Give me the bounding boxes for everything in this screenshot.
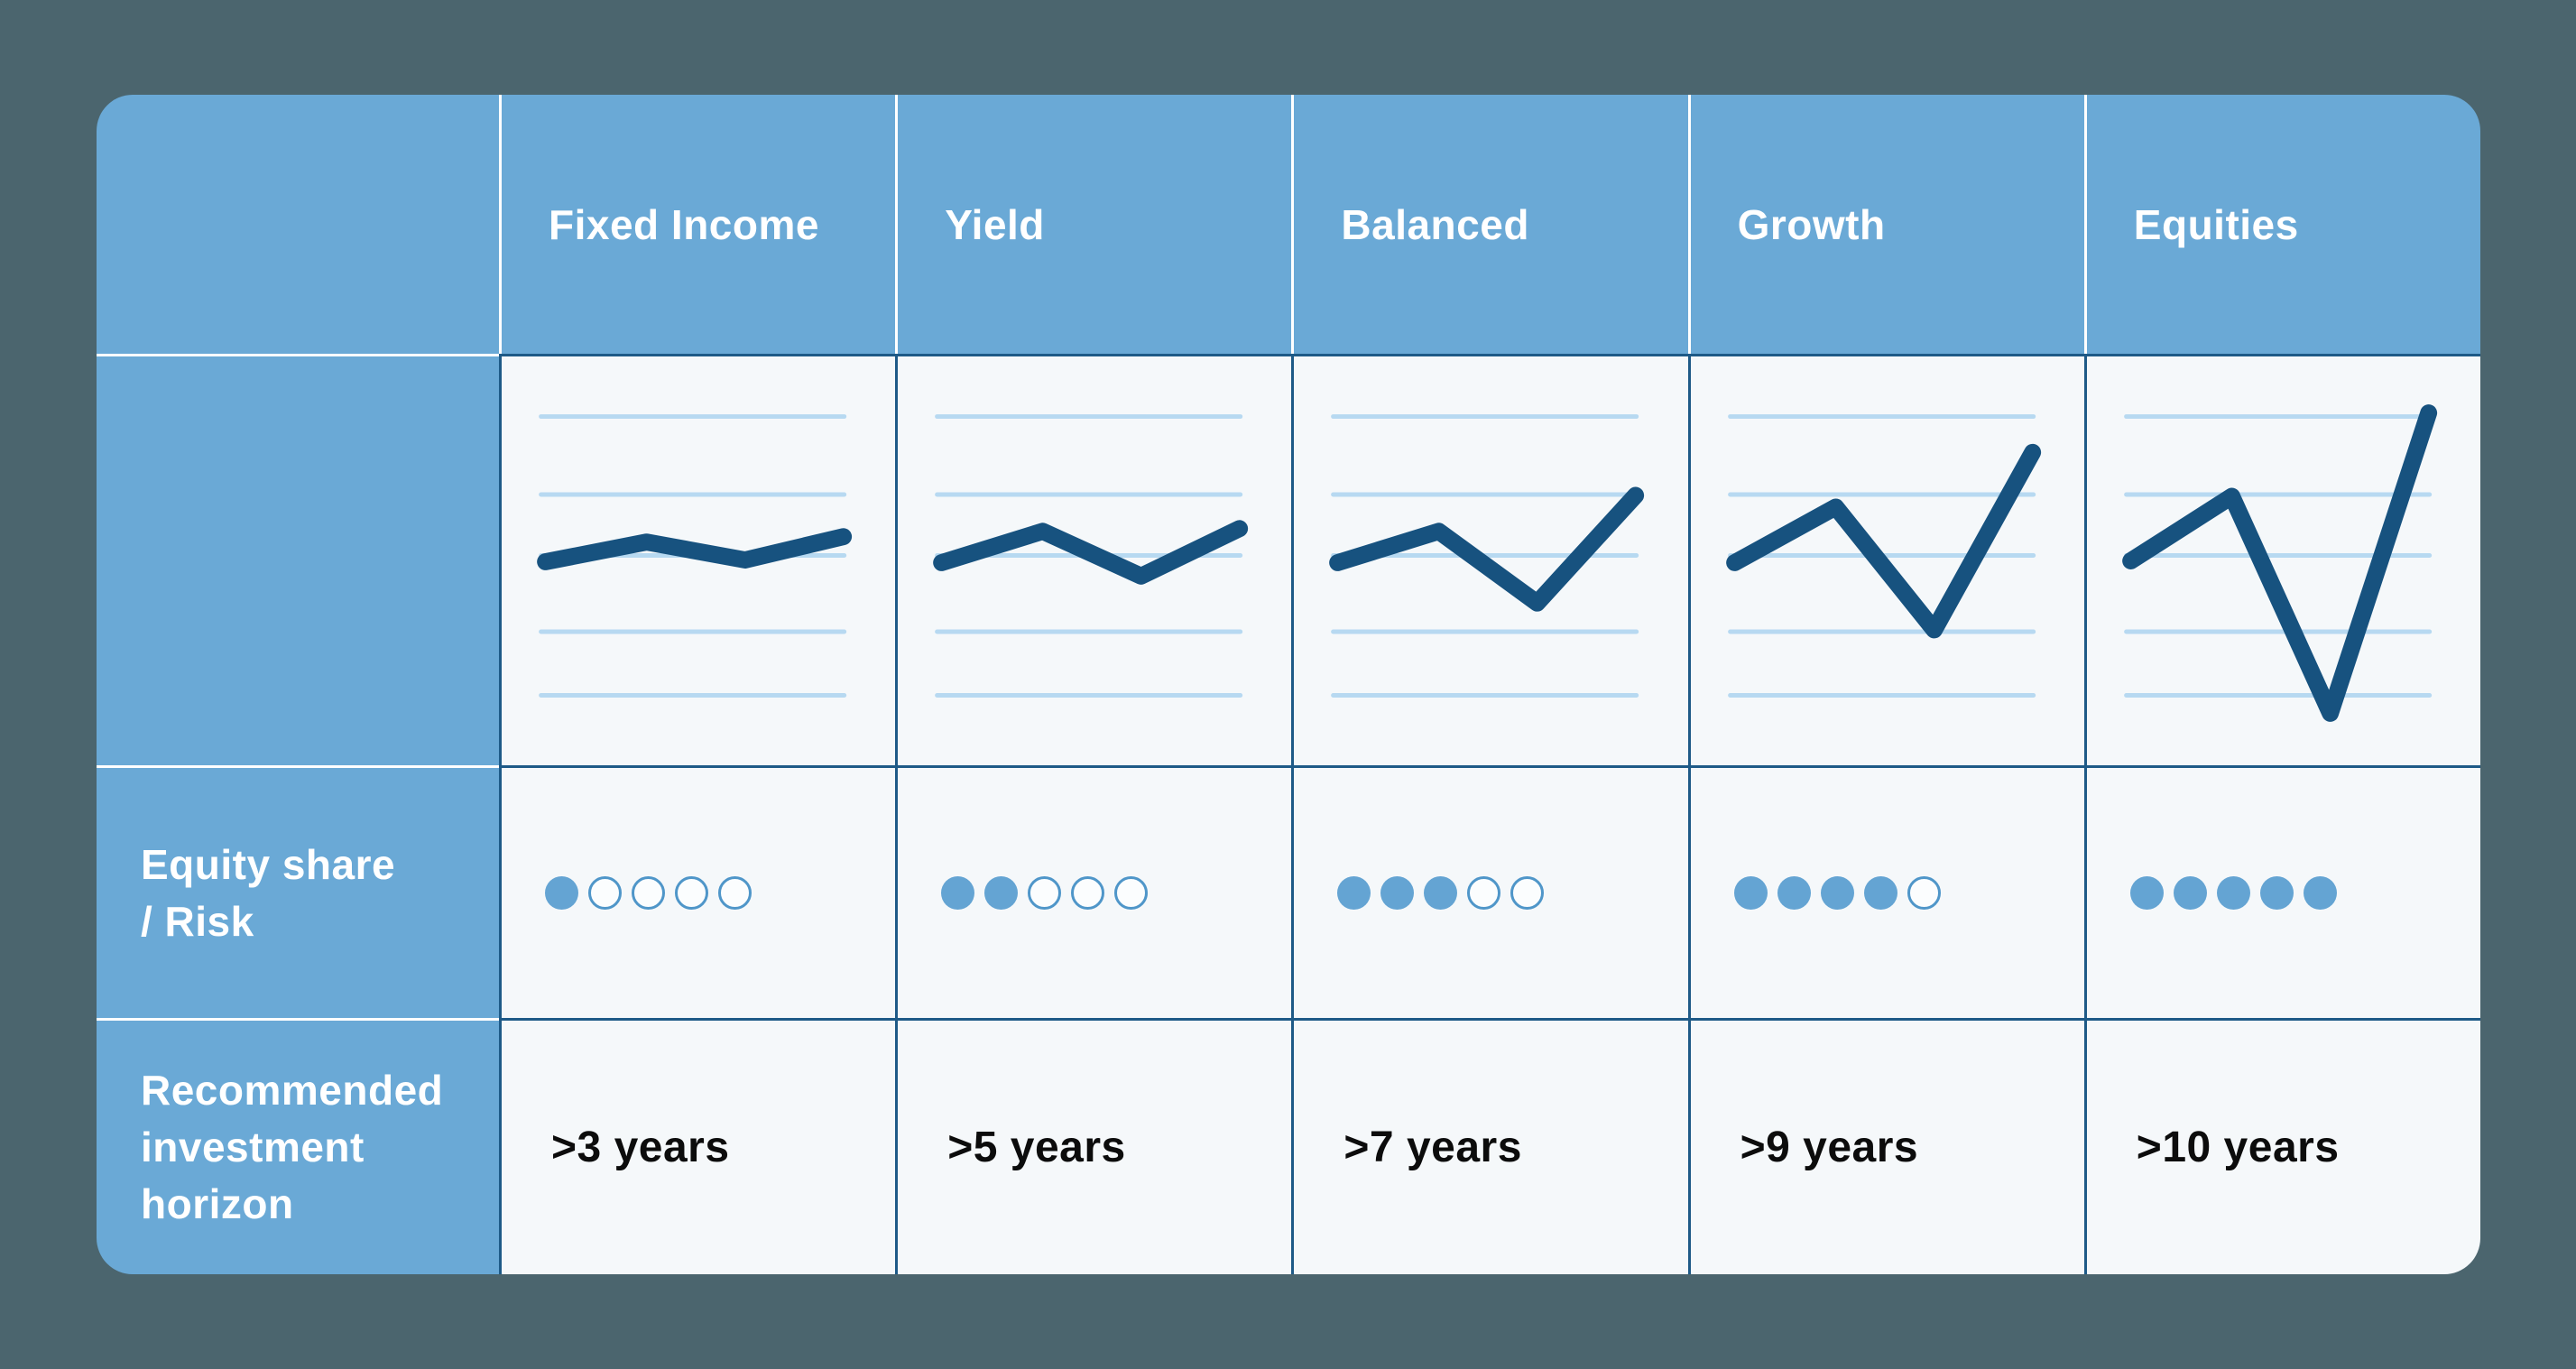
sparkline-svg — [1725, 414, 2041, 698]
sparkline-chart-balanced — [1291, 354, 1688, 765]
horizon-value-balanced: >7 years — [1291, 1018, 1688, 1274]
risk-dot-filled-icon — [2173, 876, 2207, 910]
risk-dots-equities — [2083, 765, 2480, 1018]
sparkline-path — [1725, 443, 2041, 639]
horizon-value-fixed-income: >3 years — [499, 1018, 896, 1274]
risk-dot-empty-icon — [1028, 876, 1062, 910]
header-empty-cell — [97, 95, 499, 354]
risk-dot-filled-icon — [2129, 876, 2164, 910]
comparison-table: Fixed Income Yield Balanced Growth Equit… — [97, 95, 2480, 1274]
row-label-equity-share-risk: Equity share / Risk — [97, 765, 499, 1018]
sparkline-svg — [1329, 414, 1645, 698]
column-header-growth: Growth — [1687, 95, 2084, 354]
horizon-value-yield: >5 years — [895, 1018, 1292, 1274]
column-header-fixed-income: Fixed Income — [499, 95, 896, 354]
horizon-value-equities: >10 years — [2083, 1018, 2480, 1274]
risk-dot-empty-icon — [632, 876, 665, 910]
risk-dot-empty-icon — [675, 876, 708, 910]
risk-dot-empty-icon — [1114, 876, 1149, 910]
row-label-line: investment — [141, 1124, 365, 1170]
risk-dot-filled-icon — [1424, 876, 1458, 910]
row-label-recommended-horizon: Recommended investment horizon — [97, 1018, 499, 1274]
row-label-line: horizon — [141, 1180, 294, 1227]
risk-dot-filled-icon — [984, 876, 1019, 910]
risk-dot-filled-icon — [2259, 876, 2294, 910]
risk-dot-filled-icon — [1863, 876, 1897, 910]
risk-dot-filled-icon — [1820, 876, 1854, 910]
risk-dot-filled-icon — [1777, 876, 1811, 910]
sparkline-chart-yield — [895, 354, 1292, 765]
horizon-value: >9 years — [1740, 1124, 1919, 1171]
horizon-value-growth: >9 years — [1687, 1018, 2084, 1274]
row-label-line: Recommended — [141, 1067, 444, 1114]
risk-dot-filled-icon — [2303, 876, 2337, 910]
risk-dots-balanced — [1291, 765, 1688, 1018]
sparkline-svg — [537, 414, 853, 698]
column-header-yield: Yield — [895, 95, 1292, 354]
sparkline-svg — [2121, 404, 2437, 722]
risk-dot-filled-icon — [2216, 876, 2250, 910]
risk-dot-filled-icon — [1733, 876, 1768, 910]
column-header-label: Growth — [1737, 200, 1886, 248]
risk-dot-filled-icon — [1380, 876, 1415, 910]
horizon-value: >7 years — [1343, 1124, 1522, 1171]
column-header-equities: Equities — [2083, 95, 2480, 354]
horizon-value: >10 years — [2136, 1124, 2340, 1171]
risk-dot-empty-icon — [1071, 876, 1105, 910]
column-header-label: Balanced — [1341, 200, 1529, 248]
risk-dot-filled-icon — [545, 876, 578, 910]
sparkline-path — [537, 528, 853, 570]
risk-dot-empty-icon — [588, 876, 622, 910]
risk-dots-growth — [1687, 765, 2084, 1018]
risk-dots-fixed-income — [499, 765, 896, 1018]
sparkline-path — [1329, 486, 1645, 612]
sparkline-chart-growth — [1687, 354, 2084, 765]
column-header-balanced: Balanced — [1291, 95, 1688, 354]
risk-dot-empty-icon — [718, 876, 752, 910]
column-header-label: Equities — [2133, 200, 2299, 248]
risk-dots-yield — [895, 765, 1292, 1018]
horizon-value: >3 years — [551, 1124, 730, 1171]
sparkline-path — [933, 520, 1249, 585]
row-label-line: / Risk — [141, 897, 254, 945]
risk-dot-empty-icon — [1510, 876, 1545, 910]
column-header-label: Yield — [945, 200, 1045, 248]
horizon-value: >5 years — [947, 1124, 1126, 1171]
sparkline-path — [2121, 404, 2437, 722]
row-label-line: Equity share — [141, 840, 396, 888]
row-label-performance-empty — [97, 354, 499, 765]
sparkline-svg — [933, 414, 1249, 698]
risk-dot-empty-icon — [1907, 876, 1941, 910]
sparkline-chart-fixed-income — [499, 354, 896, 765]
column-header-label: Fixed Income — [549, 200, 819, 248]
risk-dot-filled-icon — [941, 876, 975, 910]
sparkline-chart-equities — [2083, 354, 2480, 765]
risk-dot-filled-icon — [1337, 876, 1371, 910]
risk-dot-empty-icon — [1467, 876, 1501, 910]
